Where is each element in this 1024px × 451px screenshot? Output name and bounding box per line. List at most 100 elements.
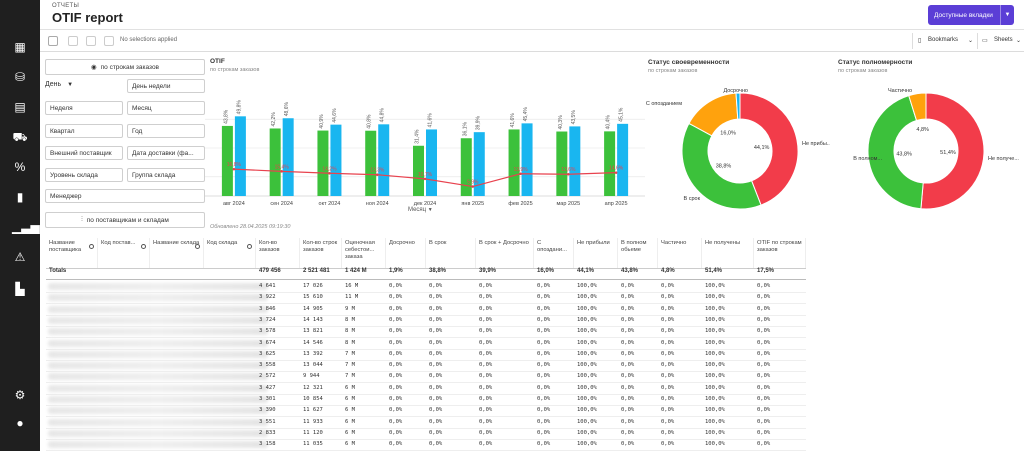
warning-icon[interactable]: ⚠ bbox=[14, 250, 26, 264]
table-cell: 100,0% bbox=[577, 396, 597, 402]
otif-line-point bbox=[519, 172, 522, 176]
otif-bar bbox=[378, 124, 390, 196]
bar-value-label: 45,1% bbox=[619, 107, 625, 122]
table-cell: 0,0% bbox=[661, 283, 675, 289]
table-row[interactable] bbox=[46, 348, 806, 350]
dashboard-icon[interactable]: ▦ bbox=[14, 40, 26, 54]
timeliness-donut[interactable]: 44,1% Не прибы... 38,8% В срок 16,0% С опозда… bbox=[630, 78, 830, 218]
truck-icon[interactable]: ⛟ bbox=[12, 130, 28, 144]
day-dropdown[interactable]: День ▼ bbox=[45, 81, 73, 88]
table-cell: 13 821 bbox=[303, 328, 323, 335]
sheets-button[interactable]: Sheets bbox=[994, 37, 1013, 43]
table-row[interactable] bbox=[46, 405, 806, 406]
column-header[interactable]: В срок bbox=[426, 238, 476, 268]
table-cell: 0,0% bbox=[389, 283, 403, 289]
search-icon[interactable] bbox=[247, 244, 252, 249]
table-row[interactable] bbox=[46, 438, 806, 440]
fullness-donut[interactable]: 51,4% Не получе... 43,8% В полном... 4,8% Час… bbox=[830, 78, 1024, 218]
filter-external-supplier[interactable]: Внешний поставщик bbox=[45, 146, 123, 160]
table-cell: 3 158 bbox=[259, 441, 276, 448]
step-back-icon[interactable] bbox=[68, 36, 78, 46]
column-header[interactable]: Кол-во строк заказов bbox=[300, 238, 342, 268]
table-cell: 0,0% bbox=[757, 373, 771, 380]
filter-weekday[interactable]: День недели bbox=[127, 79, 205, 93]
column-header[interactable]: Не прибыли bbox=[574, 238, 618, 268]
slice-value-label: 44,1% bbox=[754, 145, 770, 151]
fullness-subtitle: по строкам заказов bbox=[838, 68, 888, 74]
donut-slice bbox=[908, 92, 927, 122]
bar-chart-icon[interactable]: ▁▃▅ bbox=[12, 220, 40, 234]
search-icon[interactable] bbox=[89, 244, 94, 249]
percent-icon[interactable]: % bbox=[14, 160, 26, 174]
column-header[interactable]: Кол-во заказов bbox=[256, 238, 300, 268]
filter-warehouse-group[interactable]: Группа склада bbox=[127, 168, 205, 182]
smart-search-icon[interactable] bbox=[48, 36, 58, 46]
table-cell: 0,0% bbox=[479, 418, 493, 425]
table-row[interactable] bbox=[46, 427, 806, 429]
table-cell: 11 933 bbox=[303, 418, 323, 425]
document-icon[interactable]: ▤ bbox=[14, 100, 26, 114]
column-header[interactable]: Досрочно bbox=[386, 238, 426, 268]
bar-value-label: 40,3% bbox=[558, 115, 564, 130]
column-header[interactable]: Частично bbox=[658, 238, 702, 268]
table-cell: 0,0% bbox=[479, 384, 493, 391]
table-cell: 100,0% bbox=[705, 328, 725, 335]
report-icon[interactable]: ▙ bbox=[15, 282, 25, 296]
slice-legend-label: Не прибы... bbox=[802, 141, 830, 147]
totals-cell: 1 424 М bbox=[345, 268, 367, 274]
column-header[interactable]: Код склада bbox=[204, 238, 256, 268]
search-icon[interactable] bbox=[141, 244, 146, 249]
otif-chart[interactable]: 43,8% 49,8% авг 2024 42,2% 48,6% сен 2024 40,9… bbox=[205, 92, 645, 222]
table-cell: 3 558 bbox=[259, 362, 276, 369]
available-tabs-button[interactable]: Доступные вкладки ▼ bbox=[928, 5, 1014, 25]
column-header[interactable]: OTIF по строкам заказов bbox=[754, 238, 806, 268]
book-icon[interactable]: ▮ bbox=[16, 190, 24, 204]
filter-warehouse-level[interactable]: Уровень склада bbox=[45, 168, 123, 182]
column-header[interactable]: С опоздани... bbox=[534, 238, 574, 268]
column-header[interactable]: В срок + Досрочно bbox=[476, 238, 534, 268]
filter-delivery-date[interactable]: Дата доставки (фа... bbox=[127, 146, 205, 160]
table-row[interactable] bbox=[46, 359, 806, 361]
breadcrumb[interactable]: ОТЧЕТЫ bbox=[52, 3, 80, 9]
column-header[interactable]: В полном обьеме bbox=[618, 238, 658, 268]
user-icon[interactable]: ● bbox=[16, 416, 24, 430]
by-suppliers-warehouses-button[interactable]: ⫶ по поставщикам и складам bbox=[45, 212, 205, 228]
filter-manager[interactable]: Менеджер bbox=[45, 189, 205, 203]
column-header[interactable]: Код постав... bbox=[98, 238, 150, 268]
otif-bar bbox=[282, 118, 294, 196]
chevron-down-icon[interactable]: ▼ bbox=[1000, 5, 1014, 25]
slice-legend-label: С опозданием bbox=[646, 101, 682, 107]
column-header[interactable]: Не получены bbox=[702, 238, 754, 268]
otif-bar bbox=[569, 126, 581, 196]
clear-selections-icon[interactable] bbox=[104, 36, 114, 46]
search-icon[interactable] bbox=[195, 244, 200, 249]
step-forward-icon[interactable] bbox=[86, 36, 96, 46]
table-row[interactable] bbox=[46, 292, 806, 293]
by-order-lines-button[interactable]: ◉ по строкам заказов bbox=[45, 59, 205, 75]
table-row[interactable] bbox=[46, 371, 806, 373]
sheets-icon[interactable]: ▭ bbox=[982, 38, 988, 44]
filter-month[interactable]: Месяц bbox=[127, 101, 205, 115]
table-cell: 100,0% bbox=[705, 373, 725, 380]
filter-week[interactable]: Неделя bbox=[45, 101, 123, 115]
table-row[interactable] bbox=[46, 303, 806, 305]
table-row[interactable] bbox=[46, 314, 806, 316]
table-row[interactable] bbox=[46, 393, 806, 395]
column-header[interactable]: Оценочная себестои... заказа bbox=[342, 238, 386, 268]
table-row[interactable] bbox=[46, 325, 806, 327]
table-row[interactable] bbox=[46, 337, 806, 339]
filter-quarter[interactable]: Квартал bbox=[45, 124, 123, 138]
chevron-down-icon[interactable]: ⌄ bbox=[968, 38, 974, 44]
filter-year[interactable]: Год bbox=[127, 124, 205, 138]
table-row[interactable] bbox=[46, 382, 806, 384]
totals-cell: 39,9% bbox=[479, 268, 497, 274]
bookmark-icon[interactable]: ▯ bbox=[918, 38, 922, 44]
database-icon[interactable]: ⛁ bbox=[14, 70, 26, 84]
table-row[interactable] bbox=[46, 416, 806, 418]
bookmarks-button[interactable]: Bookmarks bbox=[928, 37, 959, 43]
gear-icon[interactable]: ⚙ bbox=[14, 388, 26, 402]
blurred-supplier-info bbox=[48, 384, 268, 392]
column-header[interactable]: Название поставщика bbox=[46, 238, 98, 268]
chevron-down-icon[interactable]: ⌄ bbox=[1016, 38, 1022, 44]
column-header[interactable]: Название склада bbox=[150, 238, 204, 268]
